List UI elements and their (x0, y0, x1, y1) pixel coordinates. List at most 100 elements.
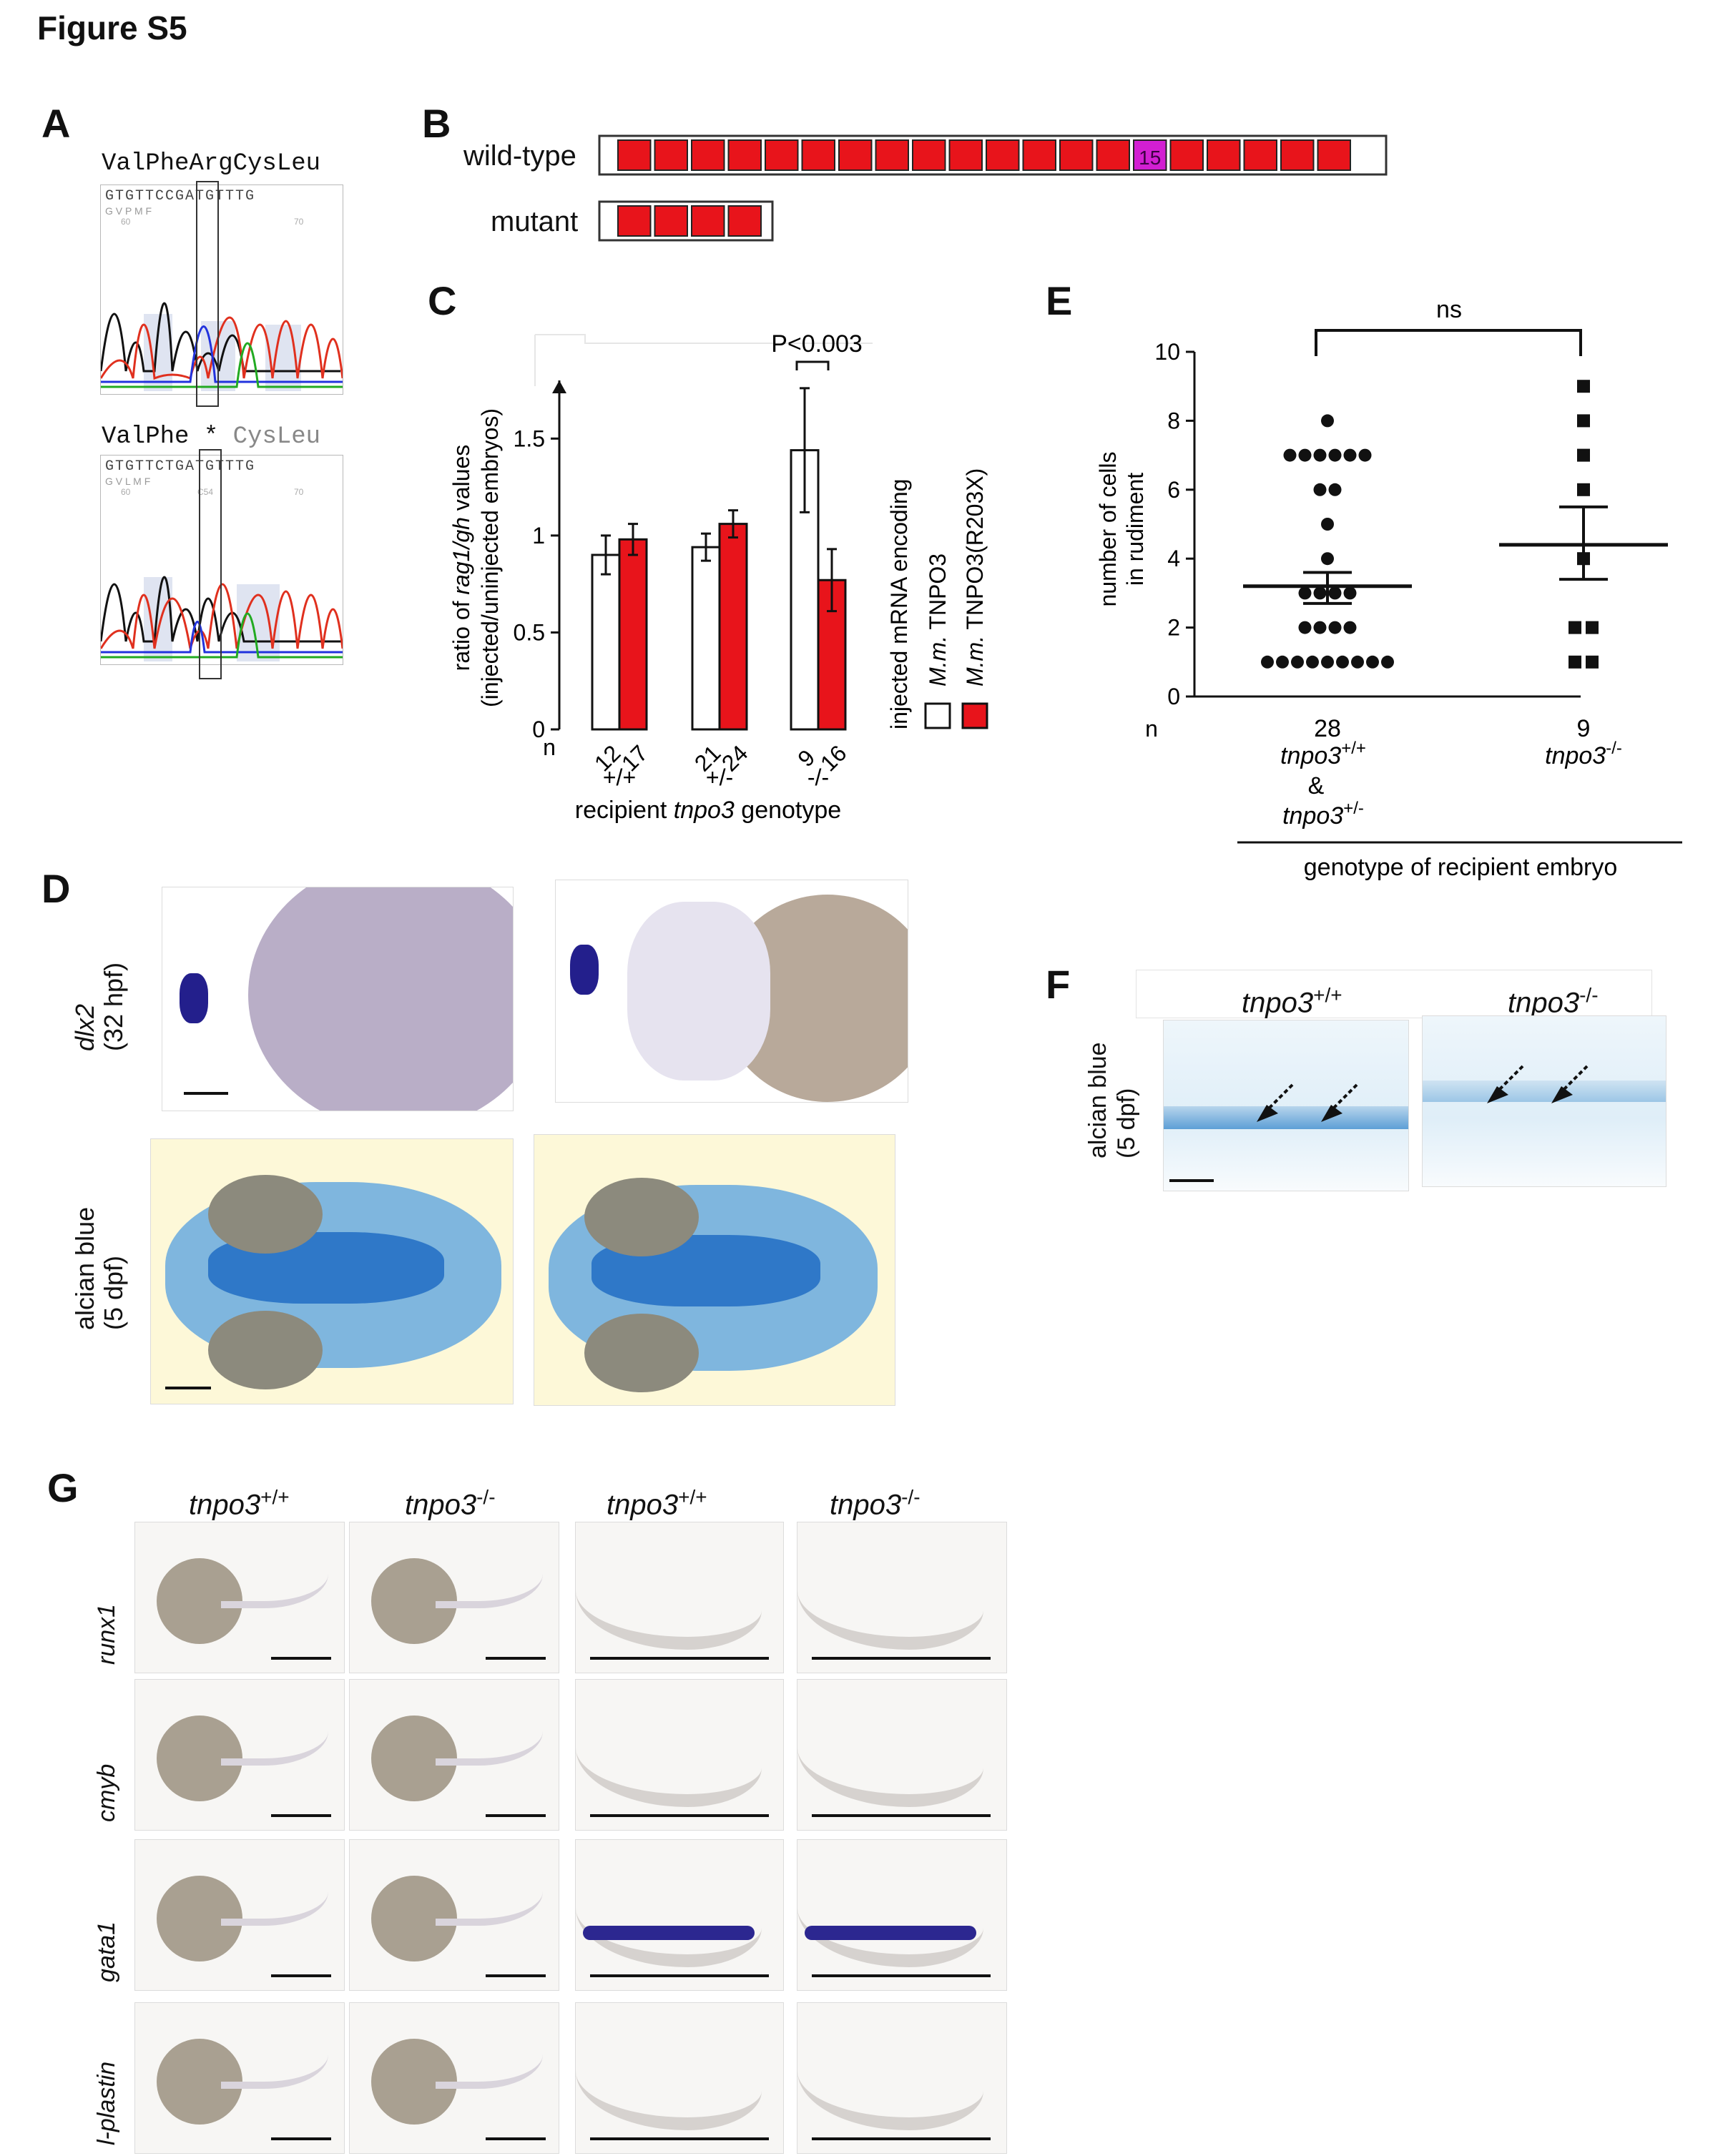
wt-block (801, 139, 835, 171)
d-alcian-wt-image (150, 1138, 514, 1404)
wt-pos-70: 70 (294, 217, 304, 227)
wt-block (617, 139, 652, 171)
mut-pos-70: 70 (294, 487, 304, 497)
wt-block (986, 139, 1020, 171)
e-ytick-label: 2 (1167, 615, 1180, 641)
c-bar (718, 523, 748, 731)
e-ytick-label: 6 (1167, 477, 1180, 503)
d-dlx2-mut-image (555, 880, 908, 1103)
g-scale-bar (590, 1974, 769, 1977)
e-n-value-2: 9 (1577, 715, 1591, 742)
e-point-circle (1343, 621, 1357, 634)
panel-label-f: F (1046, 962, 1071, 1007)
f-col1-label: tnpo3+/+ (1242, 984, 1342, 1019)
g-scale-bar (812, 1814, 991, 1817)
e-point-circle (1328, 621, 1342, 634)
c-bar (691, 546, 721, 731)
g-scale-bar (271, 1657, 331, 1660)
c-bar (591, 553, 621, 731)
e-point-circle (1336, 655, 1349, 669)
c-legend-title: injected mRNA encoding (886, 479, 912, 729)
wt-trace (101, 302, 343, 391)
e-point-circle (1313, 621, 1327, 634)
wt-codon-box (196, 181, 219, 407)
wt-block (1207, 139, 1241, 171)
e-point-circle (1313, 448, 1327, 462)
e-point-circle (1283, 448, 1297, 462)
wt-block-highlight (1133, 139, 1167, 171)
wt-pos-60: 60 (121, 217, 131, 227)
c-xlabel: recipient tnpo3 genotype (575, 797, 841, 824)
wt-block (1169, 139, 1204, 171)
mut-block (691, 205, 725, 237)
wt-block (1280, 139, 1315, 171)
mut-pos-60: 60 (121, 487, 131, 497)
mut-protein-diagram (598, 200, 774, 242)
e-point-circle (1381, 655, 1394, 669)
g-scale-bar (271, 1814, 331, 1817)
g-image-cmyb-2 (349, 1679, 559, 1831)
e-point-square (1569, 655, 1581, 669)
wt-block (912, 139, 946, 171)
e-ytick-label: 0 (1167, 684, 1180, 709)
panel-label-c: C (428, 278, 457, 323)
e-point-circle (1321, 552, 1334, 566)
e-sig-bracket (1315, 329, 1582, 356)
e-point-circle (1343, 448, 1357, 462)
g-scale-bar (486, 1657, 546, 1660)
c-legend: injected mRNA encoding M.m. TNPO3 M.m. T… (886, 468, 988, 729)
wt-protein-diagram: 15 (598, 134, 1388, 176)
mut-block (617, 205, 652, 237)
e-point-circle (1313, 586, 1327, 600)
e-point-circle (1321, 518, 1334, 531)
e-point-circle (1306, 655, 1319, 669)
wt-aa: G V P M F (105, 205, 152, 217)
chart-e: 0 2 4 6 8 10 ns n 28 9 tnpo3+/+ & tnpo3+/- tn… (1095, 296, 1682, 881)
e-point-square (1577, 414, 1590, 428)
g-scale-bar (812, 1974, 991, 1977)
g-image-runx1-4 (797, 1522, 1007, 1673)
g-scale-bar (271, 2137, 331, 2140)
e-significance: ns (1436, 296, 1462, 323)
c-significance: P<0.003 (771, 330, 863, 358)
wt-block (1059, 139, 1094, 171)
mut-sequence: GTGTTCTGATGTTTG (105, 458, 256, 475)
wt-block (1096, 139, 1130, 171)
f-wt-arrows (1257, 1083, 1358, 1122)
g-image-gata1-1 (134, 1839, 345, 1991)
e-n-value-1: 28 (1314, 715, 1341, 742)
svg-text:(injected/uninjected embryos): (injected/uninjected embryos) (477, 408, 503, 707)
e-point-circle (1321, 655, 1334, 669)
c-bar (618, 538, 648, 731)
g-image-runx1-1 (134, 1522, 345, 1673)
e-point-circle (1366, 655, 1379, 669)
panel-label-e: E (1046, 278, 1073, 323)
mut-codons: ValPhe * CysLeu (102, 423, 320, 451)
e-group1-amp: & (1308, 772, 1325, 799)
g-image-cmyb-4 (797, 1679, 1007, 1831)
f-mut-image (1422, 1015, 1666, 1187)
d-scale-bar-2 (165, 1387, 211, 1389)
g-scale-bar (812, 1657, 991, 1660)
g-scale-bar (486, 1814, 546, 1817)
c-category-label: +/- (706, 764, 733, 790)
e-ytick-label: 8 (1167, 408, 1180, 433)
e-point-circle (1298, 448, 1312, 462)
f-header-frame (1136, 970, 1652, 1018)
wt-codons: ValPheArgCysLeu (102, 150, 321, 177)
c-ytick-label: 0.5 (514, 619, 545, 645)
mut-trace (101, 576, 343, 661)
wt-block (765, 139, 799, 171)
e-group1-b: tnpo3+/- (1282, 799, 1364, 830)
e-n-label: n (1145, 716, 1158, 742)
mut-block (727, 205, 762, 237)
mut-codons-left: ValPhe (102, 423, 190, 451)
c-ytick-label: 0 (532, 717, 545, 742)
e-point-circle (1343, 586, 1357, 600)
f-mut-arrows (1487, 1065, 1589, 1103)
e-point-square (1577, 483, 1590, 496)
mut-codons-right: CysLeu (232, 423, 321, 451)
e-xlabel: genotype of recipient embryo (1304, 854, 1617, 881)
g-scale-bar (486, 1974, 546, 1977)
e-point-circle (1321, 414, 1334, 428)
